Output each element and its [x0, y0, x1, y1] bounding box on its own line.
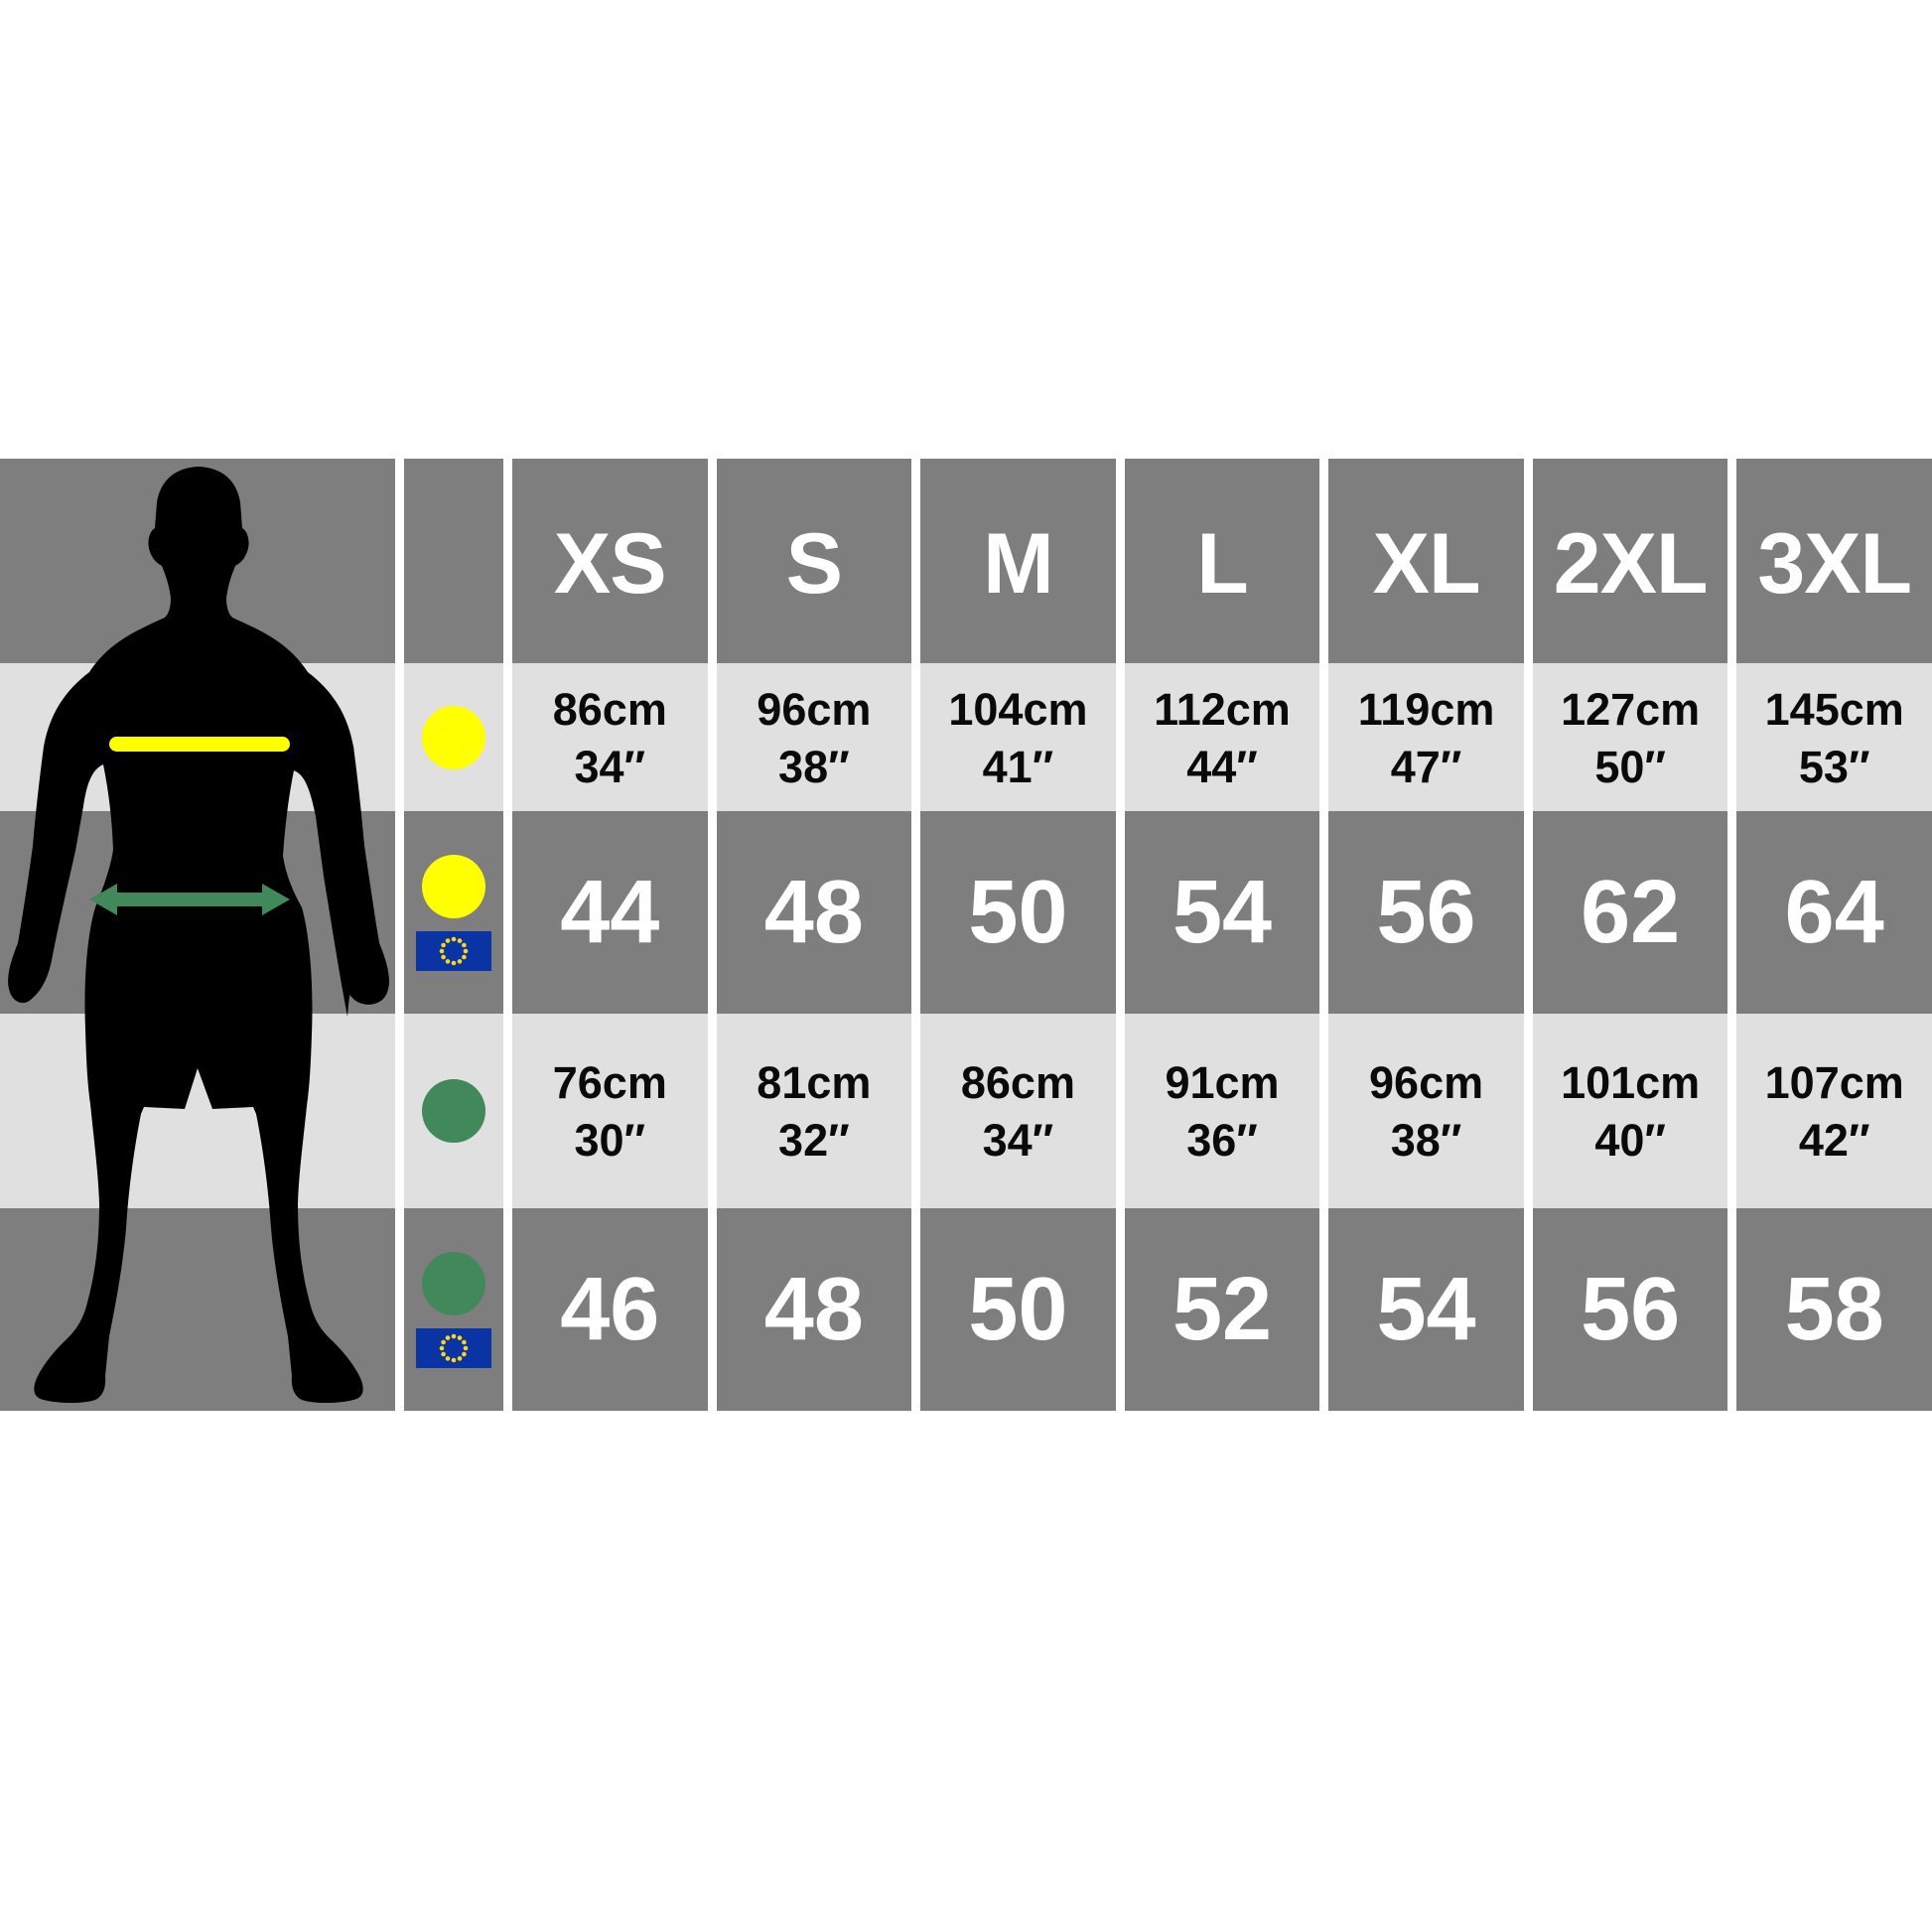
waist-eu-cell: 58 [1736, 1208, 1932, 1411]
waist-measure-cell: 76cm 30″ [512, 1014, 708, 1208]
waist-eu-cell: 46 [512, 1208, 708, 1411]
waist-in-value: 36″ [1186, 1115, 1258, 1166]
chest-marker-dot-icon [422, 705, 485, 769]
waist-eu-cell: 56 [1532, 1208, 1728, 1411]
chest-in-value: 38″ [778, 741, 850, 792]
chest-eu-cell: 56 [1328, 811, 1524, 1014]
waist-cm-value: 96cm [1369, 1057, 1484, 1108]
chest-eu-cell: 64 [1736, 811, 1932, 1014]
chest-measure-cell: 119cm 47″ [1328, 663, 1524, 811]
chest-measure-cell: 86cm 34″ [512, 663, 708, 811]
waist-in-value: 40″ [1594, 1115, 1666, 1166]
waist-eu-indicator-cell [404, 1208, 503, 1411]
waist-in-value: 42″ [1798, 1115, 1870, 1166]
size-header-m: M [920, 459, 1116, 663]
chest-measure-cell: 127cm 50″ [1532, 663, 1728, 811]
chest-measure-cell: 104cm 41″ [920, 663, 1116, 811]
waist-eu-cell: 50 [920, 1208, 1116, 1411]
chest-in-value: 47″ [1390, 741, 1462, 792]
chest-in-value: 50″ [1594, 741, 1666, 792]
waist-measure-cell: 86cm 34″ [920, 1014, 1116, 1208]
silhouette-right-hand-fix [294, 747, 389, 1005]
waist-marker-dot-icon [422, 1251, 485, 1315]
waist-marker-dot-icon [422, 1079, 485, 1143]
waist-in-value: 38″ [1390, 1115, 1462, 1166]
size-header-3xl: 3XL [1736, 459, 1932, 663]
waist-indicator-cell [404, 1014, 503, 1208]
chest-eu-cell: 62 [1532, 811, 1728, 1014]
waist-cm-value: 86cm [960, 1057, 1075, 1108]
waist-measure-cell: 107cm 42″ [1736, 1014, 1932, 1208]
waist-measure-cell: 81cm 32″ [716, 1014, 912, 1208]
chest-cm-value: 104cm [948, 683, 1088, 735]
waist-cm-value: 101cm [1561, 1057, 1701, 1108]
chest-cm-value: 119cm [1357, 683, 1495, 735]
chest-eu-cell: 44 [512, 811, 708, 1014]
human-silhouette [8, 467, 389, 1403]
chest-measure-cell: 145cm 53″ [1736, 663, 1932, 811]
chest-in-value: 53″ [1798, 741, 1870, 792]
chest-eu-cell: 54 [1124, 811, 1320, 1014]
silhouette-body [8, 467, 389, 1403]
body-figure-cell [0, 459, 395, 1411]
size-header-xl: XL [1328, 459, 1524, 663]
eu-flag-icon [416, 1327, 491, 1368]
waist-measure-arrow [89, 884, 290, 915]
chest-eu-cell: 48 [716, 811, 912, 1014]
chest-cm-value: 112cm [1154, 683, 1291, 735]
chest-in-value: 44″ [1186, 741, 1258, 792]
waist-in-value: 32″ [778, 1115, 850, 1166]
chest-marker-dot-icon [422, 854, 485, 918]
waist-cm-value: 107cm [1764, 1057, 1904, 1108]
chest-in-value: 34″ [574, 741, 646, 792]
chest-cm-value: 96cm [757, 683, 872, 735]
waist-cm-value: 76cm [552, 1057, 667, 1108]
waist-cm-value: 91cm [1165, 1057, 1280, 1108]
size-chart-table: XS S M L XL 2XL 3XL 86cm 34″ 96cm 38″ 104c… [0, 459, 1932, 1411]
eu-flag-icon [416, 930, 491, 971]
chest-measure-cell: 112cm 44″ [1124, 663, 1320, 811]
waist-cm-value: 81cm [757, 1057, 872, 1108]
size-header-2xl: 2XL [1532, 459, 1728, 663]
waist-measure-cell: 101cm 40″ [1532, 1014, 1728, 1208]
chest-indicator-cell [404, 663, 503, 811]
waist-in-value: 34″ [982, 1115, 1054, 1166]
chest-cm-value: 145cm [1764, 683, 1904, 735]
chest-cm-value: 86cm [552, 683, 667, 735]
chest-in-value: 41″ [982, 741, 1054, 792]
indicator-header-spacer [404, 459, 503, 663]
waist-in-value: 30″ [574, 1115, 646, 1166]
chest-measure-line [109, 737, 290, 752]
size-header-xs: XS [512, 459, 708, 663]
size-header-l: L [1124, 459, 1320, 663]
chest-cm-value: 127cm [1561, 683, 1701, 735]
chest-eu-cell: 50 [920, 811, 1116, 1014]
waist-eu-cell: 54 [1328, 1208, 1524, 1411]
chest-measure-cell: 96cm 38″ [716, 663, 912, 811]
chest-eu-indicator-cell [404, 811, 503, 1014]
waist-measure-cell: 96cm 38″ [1328, 1014, 1524, 1208]
waist-eu-cell: 48 [716, 1208, 912, 1411]
waist-measure-cell: 91cm 36″ [1124, 1014, 1320, 1208]
waist-eu-cell: 52 [1124, 1208, 1320, 1411]
size-header-s: S [716, 459, 912, 663]
